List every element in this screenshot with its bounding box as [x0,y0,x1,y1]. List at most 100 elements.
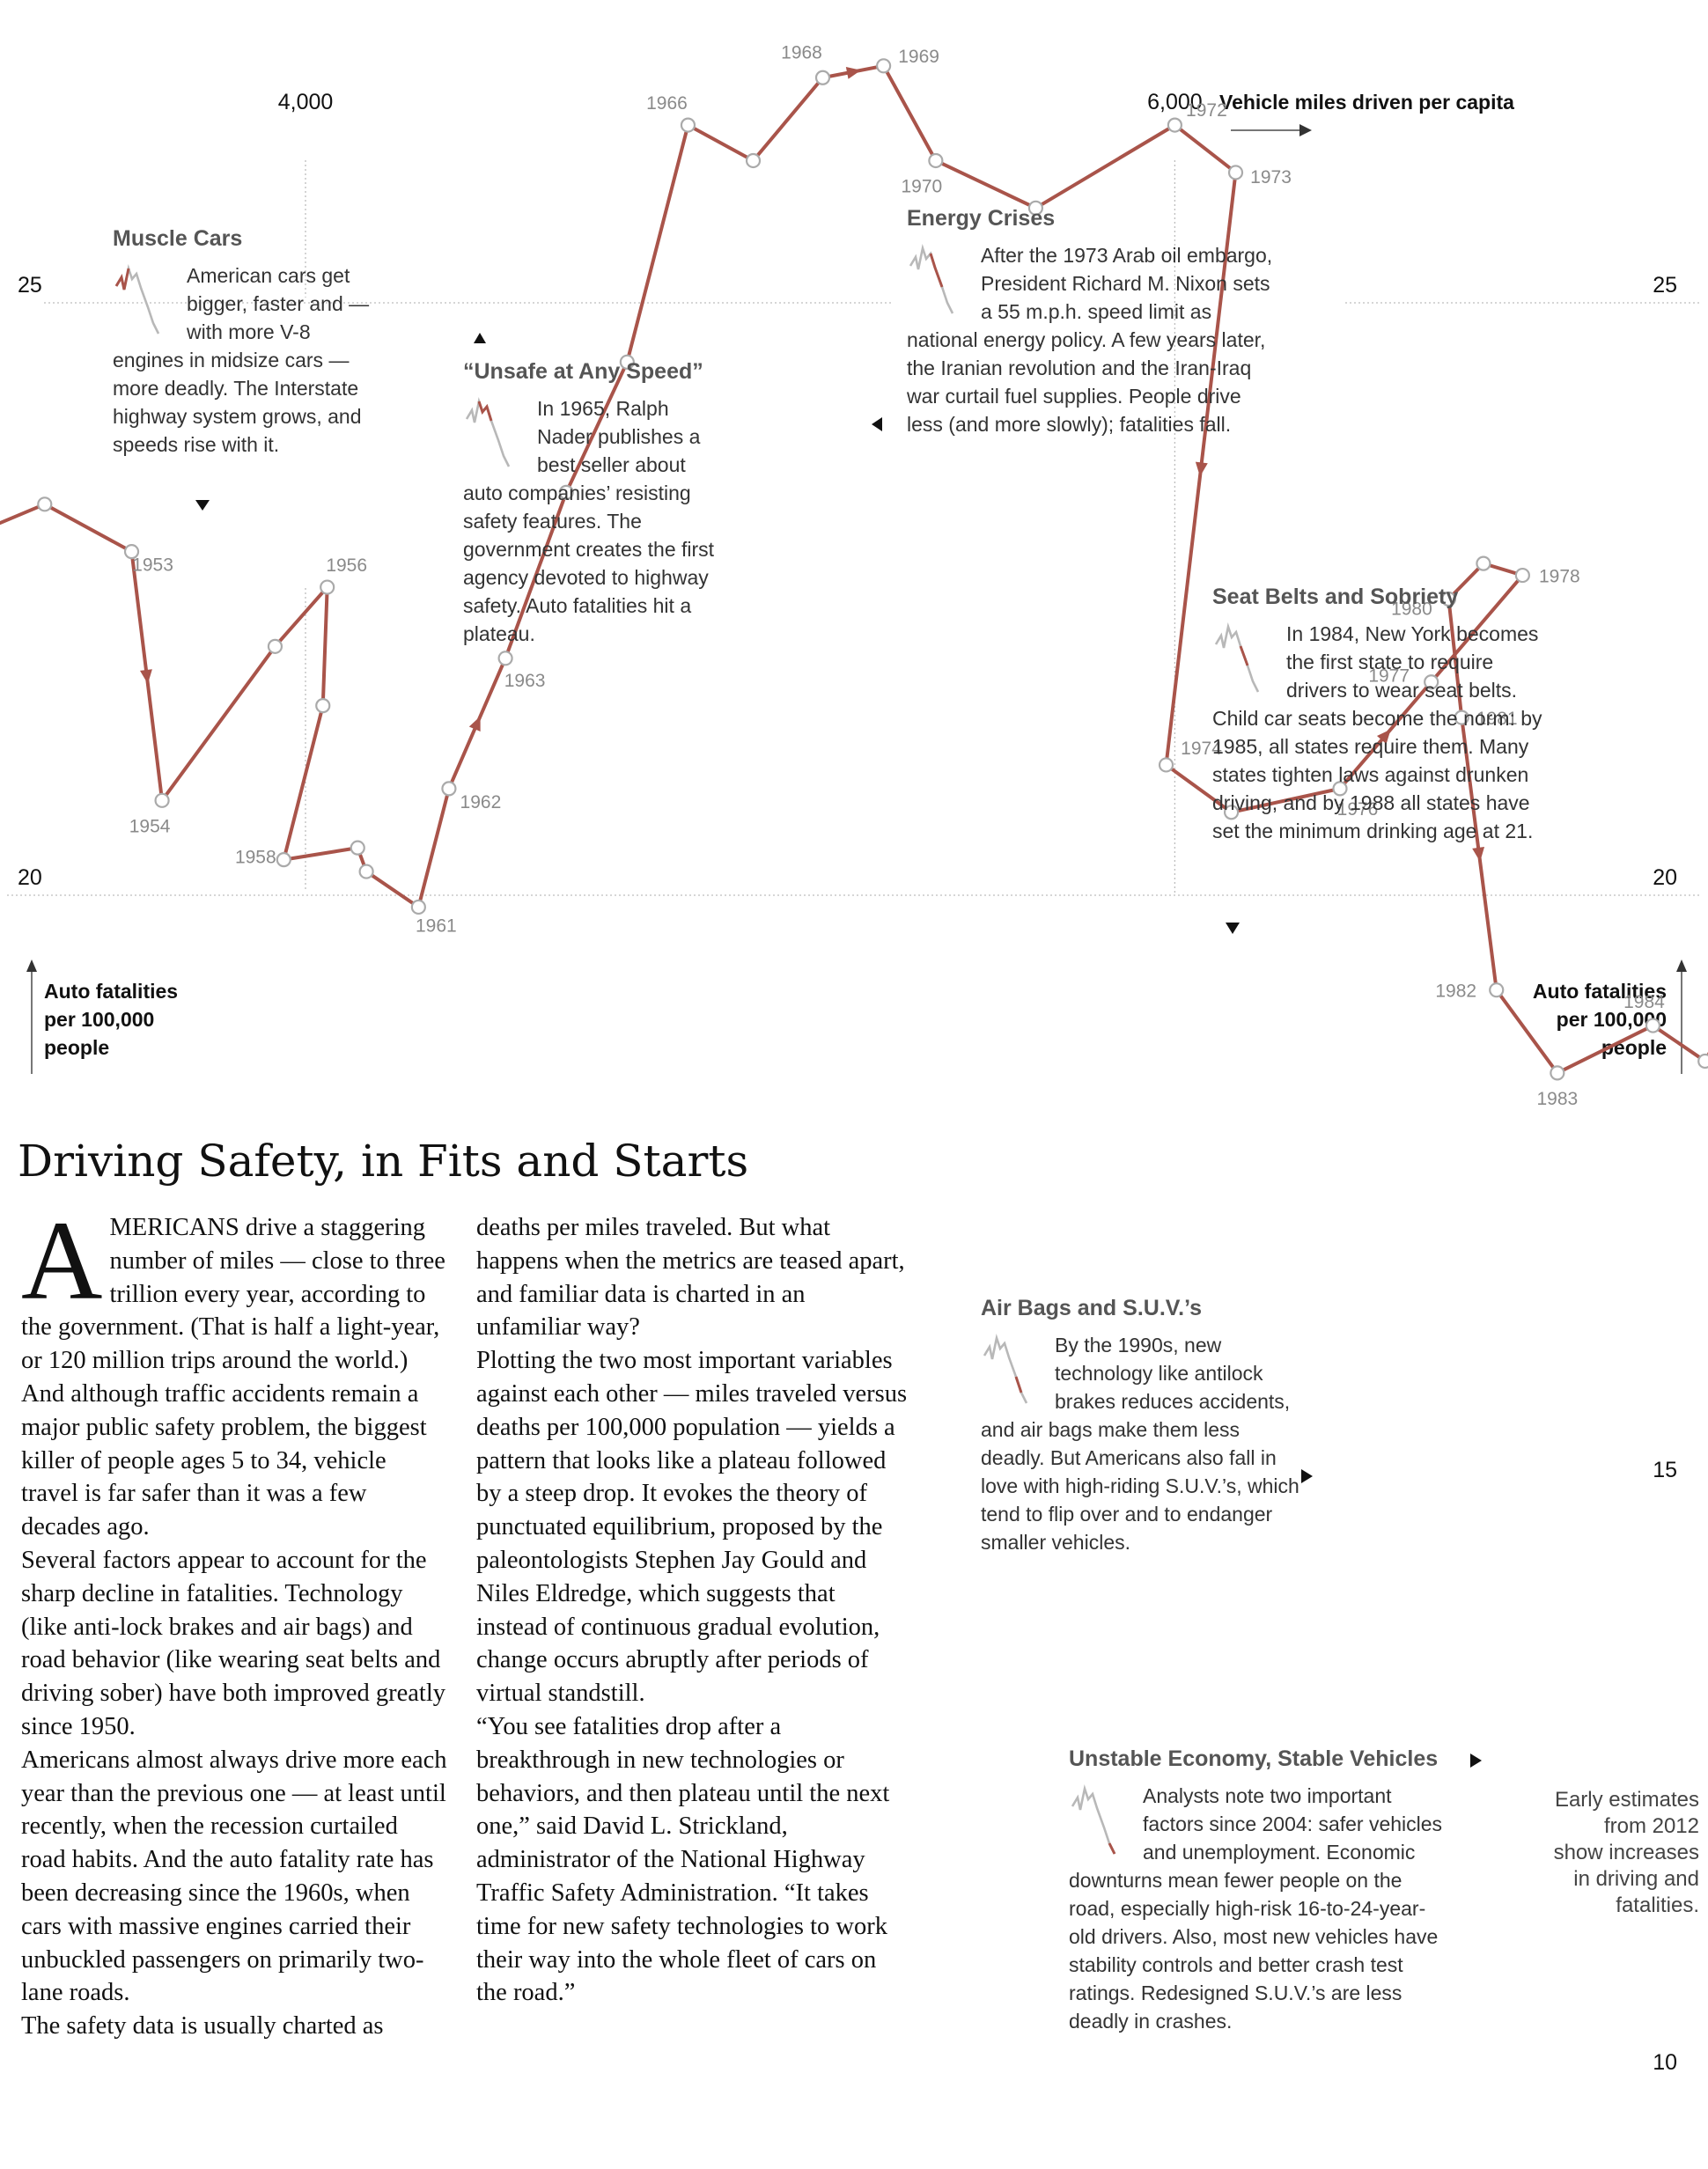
series-segment [504,490,569,660]
year-label: 1966 [646,93,688,114]
data-point [154,792,170,808]
fatality-series [0,58,1708,1081]
series-segment [282,703,325,862]
data-point [441,781,457,797]
data-point [1440,591,1457,607]
pointer-air-bags [1301,1469,1313,1483]
year-label: 1970 [902,176,943,196]
data-point [1454,710,1469,725]
annotation-air-bags: Air Bags and S.U.V.’s By the 1990s, new … [981,1294,1307,1556]
series-direction-arrow [140,669,152,684]
series-segment [1447,597,1464,720]
pointer-energy-crises [872,417,882,431]
series-segment [1173,123,1238,174]
series-segment [564,360,629,495]
x-axis-title: Vehicle miles driven per capita [1219,91,1514,114]
squiggle-icon [463,394,537,479]
squiggle-icon [113,261,187,346]
article-paragraph: Americans almost always drive more each … [21,1746,447,2007]
squiggle-icon [981,1331,1055,1415]
x-axis-arrow-head [1299,124,1312,136]
series-segment [881,63,938,163]
annotation-body: In 1965, Ralph Nader publishes a best se… [463,397,715,645]
series-segment [416,786,451,909]
series-segment [1034,123,1177,210]
annotation-muscle-cars: Muscle Cars American cars get bigger, fa… [113,224,377,459]
data-point [358,864,374,879]
y-tick-label-left: 25 [18,273,42,298]
y-axis-title-right: Auto fatalities [1533,980,1667,1003]
series-segment [1494,988,1559,1075]
data-point [276,852,291,868]
series-segment [1555,1024,1655,1075]
series-segment [1447,562,1485,601]
series-segment [320,585,329,708]
data-point [1167,117,1183,133]
data-point [1227,165,1244,180]
year-label: 1969 [898,47,939,67]
year-labels: 1950195119531954195619581961196219631966… [129,42,1708,1109]
year-label: 1984 [1623,992,1665,1012]
pointer-muscle-cars [195,500,210,511]
data-point [619,354,635,370]
y-tick-label-right: 20 [1653,865,1677,890]
data-point [928,152,944,169]
data-point [1027,200,1044,216]
y-tick-label-left: 20 [18,865,42,890]
series-segment [160,644,277,803]
drop-cap: A [21,1198,103,1323]
data-point [558,484,574,500]
year-label: 1961 [416,915,457,936]
series-segment [1164,762,1233,814]
data-point [1514,567,1530,584]
year-label: 1976 [1337,799,1379,820]
series-direction-arrow [845,66,861,79]
data-point [1476,555,1491,571]
article-paragraph: deaths per miles traveled. But what happ… [476,1214,905,1342]
annotation-heading: Energy Crises [907,206,1056,231]
year-label: 1978 [1539,567,1580,587]
y-tick-label-right: 15 [1653,1458,1677,1482]
year-label: 1982 [1435,982,1476,1002]
series-segment [1429,573,1525,684]
annotation-pointers [195,333,1482,1768]
annotation-unstable-economy: Unstable Economy, Stable Vehicles Analys… [1069,1745,1447,2035]
data-point [410,899,426,915]
year-label: 1980 [1391,599,1432,620]
y-tick-label-right: 25 [1653,273,1677,298]
year-label: 1977 [1368,666,1410,687]
data-point [1550,1065,1565,1081]
squiggle-icon [1069,1782,1143,1866]
data-point [497,651,513,666]
y-axis-title-left: Auto fatalities [44,980,178,1003]
series-segment [1651,1024,1707,1063]
series-segment [364,870,421,909]
x-tick-label: 6,000 [1147,90,1203,114]
y-axis-arrow-head-left [26,960,37,972]
article-paragraph: Several factors appear to account for th… [21,1546,445,1740]
series-direction-arrow [1195,461,1208,477]
year-label: 1983 [1536,1089,1578,1109]
pointer-seat-belts [1226,923,1240,934]
year-label: 1956 [326,555,367,576]
series-segment [751,76,825,163]
series-direction-arrow [1376,729,1391,745]
data-point [37,496,53,512]
article-paragraph: Plotting the two most important variable… [476,1347,908,1708]
annotation-heading: Muscle Cars [113,226,243,251]
year-label: 1953 [132,555,173,576]
series-segment [933,158,1038,210]
annotation-heading: Air Bags and S.U.V.’s [981,1296,1203,1320]
data-point [876,58,892,74]
data-point [814,70,831,85]
y-tick-label-right: 10 [1653,2050,1677,2075]
pointer-unstable-economy [1470,1754,1482,1768]
year-label: 1968 [781,42,822,62]
year-label: 1958 [235,848,276,868]
data-point [1158,757,1174,773]
series-segment [282,846,360,862]
data-point [1489,982,1505,998]
annotation-heading: “Unsafe at Any Speed” [463,359,703,384]
squiggle-icon [907,241,981,326]
